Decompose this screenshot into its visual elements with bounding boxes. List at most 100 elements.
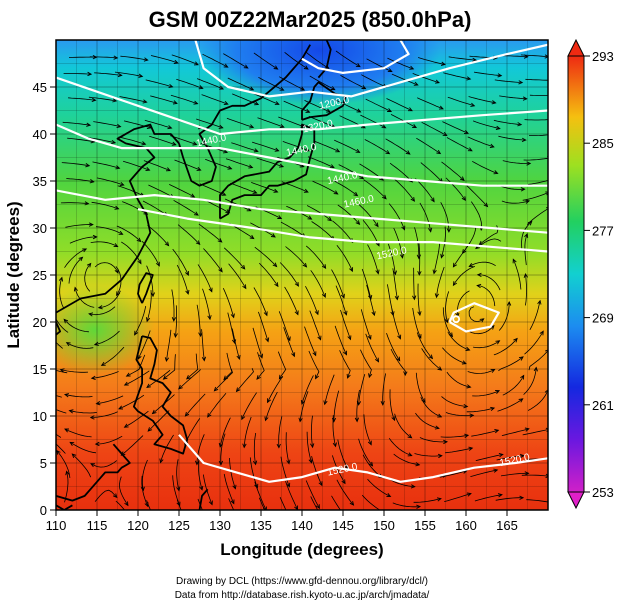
streamline xyxy=(313,140,340,153)
streamline-arrowhead xyxy=(90,463,96,468)
streamline-arrowhead xyxy=(421,398,426,404)
streamline xyxy=(166,329,172,362)
streamline-arrowhead xyxy=(368,294,373,300)
streamline-arrowhead xyxy=(554,94,558,98)
x-tick-label: 145 xyxy=(332,518,354,533)
streamline xyxy=(389,162,413,183)
streamline-arrowhead xyxy=(164,241,170,247)
height-contour xyxy=(178,434,548,483)
streamline-arrowhead xyxy=(498,452,504,458)
streamline-arrowhead xyxy=(495,125,501,130)
streamline xyxy=(332,220,353,243)
streamline-arrowhead xyxy=(65,470,70,476)
streamline-arrowhead xyxy=(64,428,70,433)
streamline-arrowhead xyxy=(520,187,526,192)
streamline xyxy=(72,453,92,478)
streamline-arrowhead xyxy=(329,164,335,169)
streamline-arrowhead xyxy=(407,433,413,439)
streamline-arrowhead xyxy=(143,57,149,62)
streamline-arrowhead xyxy=(435,79,440,84)
streamline-arrowhead xyxy=(171,141,177,146)
streamline xyxy=(64,394,93,398)
plot-area: 1200.01320.01440.01440.01440.01460.01520… xyxy=(44,40,558,510)
streamline xyxy=(146,500,151,510)
height-contour xyxy=(194,40,548,98)
streamline-arrowhead xyxy=(470,102,476,107)
streamline-arrowhead xyxy=(165,167,171,172)
streamline-arrowhead xyxy=(190,193,196,198)
streamline xyxy=(143,160,171,171)
streamline-arrowhead xyxy=(466,492,472,497)
streamline xyxy=(467,136,494,148)
streamline-arrowhead xyxy=(162,375,168,380)
streamline xyxy=(91,201,119,210)
streamline xyxy=(251,182,278,193)
streamline-arrowhead xyxy=(68,409,74,414)
streamline-arrowhead xyxy=(469,413,475,418)
streamline xyxy=(420,162,443,183)
streamline xyxy=(236,368,254,392)
streamline xyxy=(468,325,495,335)
streamline xyxy=(412,307,422,339)
streamline-arrowhead xyxy=(230,499,235,505)
streamline xyxy=(98,290,121,309)
streamline-arrowhead xyxy=(112,493,118,499)
streamline-arrowhead xyxy=(518,398,524,403)
streamline-arrowhead xyxy=(394,295,399,301)
streamline xyxy=(525,273,528,306)
streamline xyxy=(96,177,124,186)
streamline xyxy=(393,453,420,466)
streamline-arrowhead xyxy=(78,256,84,262)
streamline-arrowhead xyxy=(44,434,48,438)
credit-line-1: Drawing by DCL (https://www.gfd-dennou.o… xyxy=(176,576,428,587)
streamline-arrowhead xyxy=(65,342,71,347)
streamline xyxy=(529,300,541,330)
streamline xyxy=(419,437,448,443)
streamline-arrowhead xyxy=(145,166,151,172)
streamline xyxy=(281,181,309,193)
streamline-arrowhead xyxy=(213,386,219,392)
streamline xyxy=(523,157,548,161)
streamline-arrowhead xyxy=(63,393,70,398)
streamline-arrowhead xyxy=(440,253,445,259)
streamline-arrowhead xyxy=(437,366,443,371)
coastline-segment xyxy=(56,443,131,502)
streamline-arrowhead xyxy=(116,291,121,297)
streamline xyxy=(337,204,360,225)
streamline xyxy=(87,137,116,144)
streamline-arrowhead xyxy=(278,374,284,380)
streamline xyxy=(207,393,227,418)
streamline xyxy=(466,185,488,207)
streamline-arrowhead xyxy=(208,500,213,506)
colorbar: 253 261 269 277 285 293 xyxy=(567,38,614,510)
streamline-arrowhead xyxy=(198,332,203,338)
streamline xyxy=(442,307,453,337)
streamline-arrowhead xyxy=(207,412,212,418)
streamline xyxy=(360,349,372,378)
streamline xyxy=(147,225,169,246)
streamline xyxy=(502,160,531,164)
streamline xyxy=(470,469,498,477)
streamline-arrowhead xyxy=(495,390,501,394)
x-tick-label: 150 xyxy=(373,518,395,533)
streamline-arrowhead xyxy=(218,460,224,466)
streamline-arrowhead xyxy=(97,305,103,310)
streamline-arrowhead xyxy=(286,459,291,465)
streamline-arrowhead xyxy=(359,174,365,180)
streamline-arrowhead xyxy=(387,108,393,112)
colorbar-tick-label: 269 xyxy=(592,311,614,326)
streamline-arrowhead xyxy=(544,54,548,59)
streamline-arrowhead xyxy=(413,81,419,86)
streamline xyxy=(144,119,172,129)
streamline xyxy=(172,475,181,506)
chart-title: GSM 00Z22Mar2025 (850.0hPa) xyxy=(149,7,472,32)
streamline-arrowhead xyxy=(252,189,258,194)
streamline-arrowhead xyxy=(303,65,309,70)
streamline-arrowhead xyxy=(478,240,484,246)
streamline-arrowhead xyxy=(382,194,387,200)
streamline-arrowhead xyxy=(120,451,126,456)
streamline-arrowhead xyxy=(434,293,439,299)
streamline xyxy=(311,456,323,486)
streamline-arrowhead xyxy=(452,281,458,287)
streamline-arrowhead xyxy=(354,417,360,423)
